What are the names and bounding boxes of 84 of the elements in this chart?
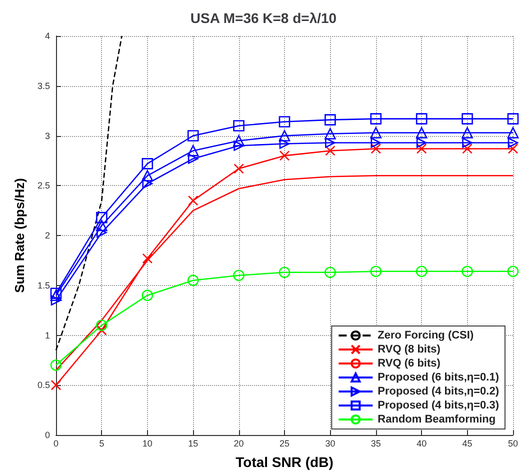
point — [50, 295, 62, 306]
point — [462, 138, 472, 148]
y-tick-label: 0.5 — [37, 380, 50, 390]
point — [188, 195, 198, 206]
point — [233, 270, 244, 282]
legend-label: Random Beamforming — [378, 414, 496, 426]
point — [279, 150, 290, 161]
point — [142, 253, 153, 264]
y-tick-label: 1.5 — [37, 280, 50, 290]
y-tick-label: 2.5 — [37, 180, 50, 191]
x-tick-label: 10 — [142, 438, 152, 448]
chart-title: USA M=36 K=8 d=λ/10 — [190, 10, 337, 26]
y-tick-label: 2 — [44, 230, 50, 240]
point — [416, 266, 428, 278]
point — [370, 138, 382, 148]
point — [508, 144, 518, 154]
point — [50, 360, 62, 371]
y-tick-label: 4 — [44, 31, 50, 41]
point — [234, 140, 244, 151]
legend-label: Proposed (6 bits,η=0.1) — [378, 372, 500, 384]
point — [462, 127, 473, 138]
point — [142, 170, 154, 182]
point — [324, 128, 336, 140]
point — [370, 266, 382, 278]
legend-label: RVQ (8 bits) — [378, 344, 441, 356]
y-tick-label: 0 — [44, 430, 50, 440]
point — [142, 290, 154, 301]
point — [370, 113, 382, 124]
point — [233, 120, 244, 132]
point — [507, 127, 519, 138]
x-tick-label: 50 — [508, 438, 518, 448]
x-tick-label: 20 — [234, 438, 244, 448]
point — [50, 380, 62, 390]
x-tick-label: 5 — [99, 438, 104, 448]
point — [416, 113, 428, 124]
y-axis-title: Sum Rate (bps/Hz) — [12, 178, 27, 293]
point — [96, 212, 108, 224]
point — [142, 158, 154, 170]
x-tick-label: 35 — [370, 438, 381, 448]
x-tick-label: 45 — [462, 438, 472, 448]
point — [233, 135, 244, 146]
point — [142, 178, 153, 189]
point — [279, 138, 290, 149]
y-tick-label: 3.5 — [37, 80, 50, 91]
x-tick-label: 30 — [325, 438, 336, 448]
point — [187, 274, 199, 286]
x-tick-label: 0 — [53, 438, 59, 448]
point — [416, 144, 427, 154]
point — [96, 220, 108, 232]
point — [187, 145, 199, 156]
x-tick-label: 15 — [188, 438, 198, 448]
point — [508, 138, 518, 148]
point — [96, 325, 107, 336]
x-tick-label: 40 — [416, 438, 427, 448]
point — [278, 116, 290, 128]
point — [325, 146, 336, 156]
point — [324, 266, 336, 278]
legend-label: RVQ (6 bits) — [378, 358, 441, 370]
y-tick-label: 1 — [44, 330, 50, 340]
point — [278, 130, 290, 142]
point — [188, 154, 198, 164]
point — [416, 127, 428, 138]
point — [370, 127, 382, 138]
point — [324, 114, 336, 126]
point — [325, 138, 336, 148]
legend-label: Proposed (4 bits,η=0.2) — [378, 386, 500, 398]
line-series — [55, 35, 122, 351]
point — [96, 227, 107, 238]
point — [234, 164, 244, 174]
point — [462, 266, 473, 278]
point — [96, 320, 108, 331]
point — [187, 130, 199, 142]
point — [462, 144, 472, 154]
point — [462, 113, 473, 124]
point — [507, 266, 519, 278]
legend-label: Zero Forcing (CSI) — [378, 330, 474, 342]
point — [278, 266, 290, 278]
y-tick-label: 3 — [44, 130, 50, 141]
point — [507, 113, 519, 124]
point — [416, 138, 427, 148]
point — [370, 144, 382, 154]
x-axis-title: Total SNR (dB) — [236, 454, 334, 470]
legend-label: Proposed (4 bits,η=0.3) — [378, 400, 500, 412]
x-tick-label: 25 — [279, 438, 290, 448]
